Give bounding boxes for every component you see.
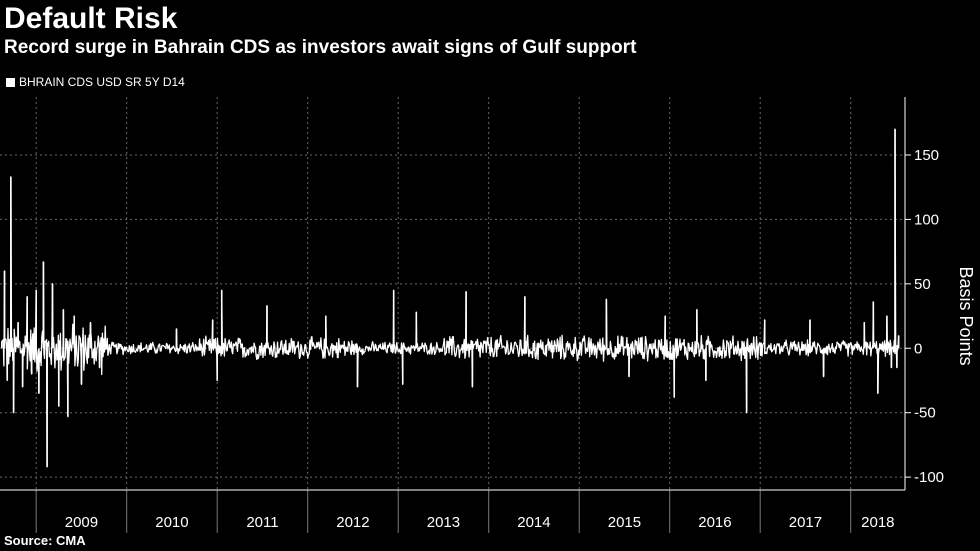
- y-tick-label: 150: [914, 147, 939, 164]
- x-tick-label: 2014: [517, 514, 550, 531]
- y-tick-label: 0: [914, 340, 922, 357]
- x-tick-label: 2018: [861, 514, 894, 531]
- chart-title: Default Risk: [4, 2, 178, 35]
- x-tick-label: 2012: [336, 514, 369, 531]
- x-tick-label: 2017: [789, 514, 822, 531]
- series-line: [1, 128, 900, 468]
- legend-label: BHRAIN CDS USD SR 5Y D14: [19, 75, 185, 89]
- y-tick-label: -50: [914, 405, 936, 422]
- source-note: Source: CMA: [4, 533, 86, 548]
- x-tick-label: 2010: [155, 514, 188, 531]
- x-tick-label: 2009: [65, 514, 98, 531]
- grid: [0, 97, 905, 490]
- y-tick-label: -100: [914, 469, 944, 486]
- legend: BHRAIN CDS USD SR 5Y D14: [6, 75, 185, 89]
- x-tick-label: 2016: [698, 514, 731, 531]
- y-axis-label: Basis Points: [956, 267, 976, 366]
- x-tick-label: 2013: [427, 514, 460, 531]
- y-tick-label: 50: [914, 276, 931, 293]
- series-path: [1, 128, 900, 468]
- x-tick-label: 2011: [246, 514, 278, 531]
- axes: 150 100 50 0 -50 -100 2009 2010 2011 2012 2013 2014…: [0, 97, 976, 533]
- x-tick-label: 2015: [608, 514, 641, 531]
- legend-swatch: [6, 77, 15, 87]
- y-tick-label: 100: [914, 211, 939, 228]
- chart-subtitle: Record surge in Bahrain CDS as investors…: [4, 37, 637, 58]
